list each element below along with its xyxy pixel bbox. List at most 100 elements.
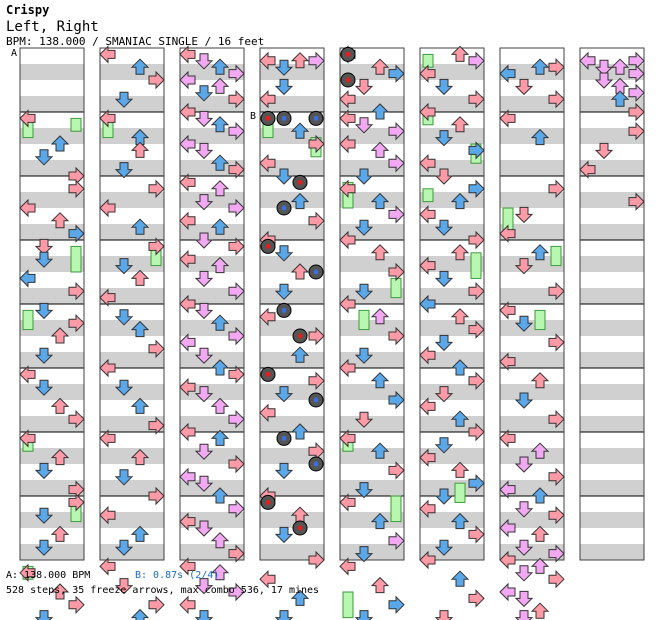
beat-band: [20, 160, 84, 176]
beat-band: [20, 96, 84, 112]
mine: [308, 110, 324, 126]
beat-band: [100, 352, 164, 368]
mine: [276, 430, 292, 446]
mine: [276, 200, 292, 216]
beat-band: [580, 224, 644, 240]
beat-band: [340, 96, 404, 112]
freeze-arrow: [70, 245, 82, 273]
beat-band: [500, 320, 564, 336]
beat-band: [580, 480, 644, 496]
mine: [260, 366, 276, 382]
freeze-arrow: [454, 482, 466, 503]
beat-band: [180, 480, 244, 496]
mine: [260, 494, 276, 510]
mine: [292, 328, 308, 344]
freeze-arrow: [390, 277, 402, 299]
column-border: [579, 47, 645, 561]
beat-band: [340, 416, 404, 432]
beat-band: [20, 384, 84, 400]
beat-band: [420, 512, 484, 528]
step-arrow: [35, 610, 53, 620]
footer-bpm-a: A: 138.000 BPM: [6, 570, 91, 581]
beat-band: [500, 480, 564, 496]
beat-band: [20, 448, 84, 464]
step-arrow: [355, 610, 373, 620]
step-arrow: [468, 589, 485, 607]
beat-band: [340, 352, 404, 368]
beat-band: [340, 128, 404, 144]
beat-band: [180, 544, 244, 560]
freeze-arrow: [22, 309, 34, 331]
beat-band: [340, 256, 404, 272]
song-subtitle: Left, Right: [6, 19, 99, 35]
step-arrow: [148, 596, 165, 614]
beat-band: [180, 256, 244, 272]
song-title: Crispy: [6, 3, 50, 17]
bpm-marker-a: A: [11, 48, 18, 59]
mine: [308, 456, 324, 472]
beat-band: [180, 384, 244, 400]
beat-band: [580, 544, 644, 560]
column-border: [499, 47, 565, 561]
mine: [340, 72, 356, 88]
beat-band: [260, 128, 324, 144]
chart-column: [579, 47, 645, 561]
beat-band: [500, 64, 564, 80]
step-arrow: [435, 610, 453, 620]
mine: [340, 46, 356, 62]
beat-band: [420, 64, 484, 80]
freeze-arrow: [390, 495, 402, 523]
beat-band: [420, 416, 484, 432]
beat-band: [420, 224, 484, 240]
step-arrow: [515, 610, 533, 620]
column-border: [19, 47, 85, 561]
beat-band: [20, 320, 84, 336]
beat-band: [260, 96, 324, 112]
beat-band: [20, 64, 84, 80]
beat-band: [340, 480, 404, 496]
beat-band: [420, 256, 484, 272]
column-border: [259, 47, 325, 561]
beat-band: [340, 320, 404, 336]
beat-band: [20, 128, 84, 144]
freeze-arrow: [342, 591, 354, 619]
beat-band: [180, 416, 244, 432]
beat-band: [420, 320, 484, 336]
beat-band: [500, 224, 564, 240]
freeze-arrow: [358, 309, 370, 331]
step-arrow: [99, 557, 116, 575]
beat-band: [260, 416, 324, 432]
beat-band: [500, 384, 564, 400]
beat-band: [340, 384, 404, 400]
freeze-arrow: [70, 117, 82, 132]
beat-band: [260, 480, 324, 496]
beat-band: [100, 256, 164, 272]
beat-band: [340, 512, 404, 528]
beat-band: [180, 64, 244, 80]
beat-band: [260, 352, 324, 368]
beat-band: [420, 352, 484, 368]
beat-band: [100, 160, 164, 176]
beat-band: [500, 512, 564, 528]
beat-band: [500, 448, 564, 464]
mine: [308, 264, 324, 280]
step-arrow: [195, 610, 213, 620]
beat-band: [260, 64, 324, 80]
footer-stop-b: B: 0.87s (2/4): [135, 570, 220, 581]
beat-band: [100, 128, 164, 144]
freeze-arrow: [550, 245, 562, 267]
step-arrow: [179, 596, 196, 614]
beat-band: [180, 128, 244, 144]
column-border: [99, 47, 165, 561]
beat-band: [20, 544, 84, 560]
mine: [308, 392, 324, 408]
beat-band: [260, 288, 324, 304]
chart-column: [499, 47, 565, 561]
step-arrow: [548, 570, 565, 588]
beat-band: [580, 320, 644, 336]
beat-band: [420, 384, 484, 400]
beat-band: [180, 96, 244, 112]
beat-band: [20, 288, 84, 304]
step-arrow: [531, 602, 549, 619]
